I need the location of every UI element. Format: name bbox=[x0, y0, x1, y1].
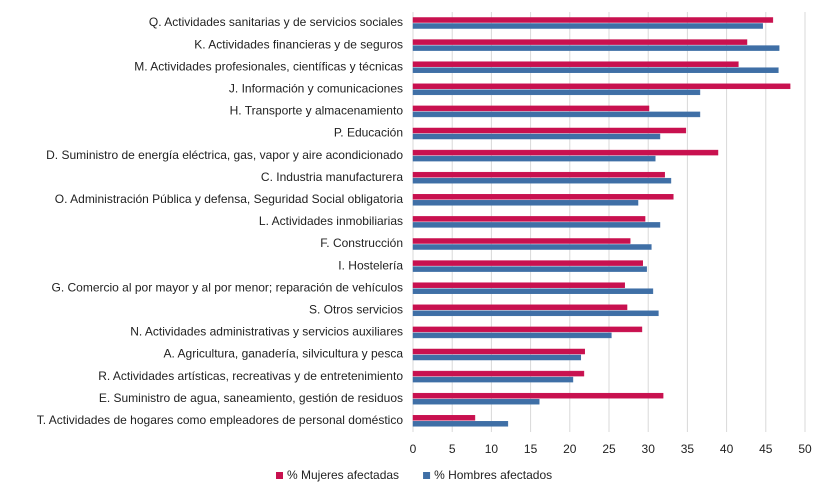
x-tick-label: 0 bbox=[410, 442, 417, 456]
category-label: O. Administración Pública y defensa, Seg… bbox=[55, 192, 404, 206]
bar bbox=[412, 415, 476, 421]
bar bbox=[412, 282, 625, 288]
bar bbox=[412, 238, 631, 244]
x-tick-label: 25 bbox=[602, 442, 616, 456]
x-tick-label: 10 bbox=[485, 442, 499, 456]
bar bbox=[412, 370, 585, 377]
category-label: I. Hostelería bbox=[338, 258, 403, 272]
bar bbox=[412, 348, 585, 355]
category-label: T. Actividades de hogares como empleador… bbox=[37, 413, 404, 427]
bar bbox=[412, 310, 659, 317]
category-label: E. Suministro de agua, saneamiento, gest… bbox=[99, 391, 403, 405]
bar bbox=[412, 23, 763, 29]
bar bbox=[412, 332, 612, 339]
bar bbox=[412, 392, 664, 399]
x-tick-label: 5 bbox=[449, 442, 456, 456]
bar bbox=[412, 39, 748, 45]
bar bbox=[412, 127, 687, 134]
bar bbox=[412, 111, 701, 118]
bar bbox=[412, 216, 646, 222]
bar bbox=[412, 45, 780, 51]
legend-label: % Hombres afectados bbox=[434, 468, 552, 482]
x-tick-label: 50 bbox=[798, 442, 812, 456]
bar bbox=[412, 222, 661, 228]
bar bbox=[412, 149, 719, 156]
bar bbox=[412, 326, 643, 333]
bar bbox=[412, 200, 639, 206]
category-label: R. Actividades artísticas, recreativas y… bbox=[98, 369, 403, 383]
category-label: N. Actividades administrativas y servici… bbox=[130, 325, 403, 339]
bar bbox=[412, 194, 674, 200]
bar bbox=[412, 17, 774, 23]
category-label: M. Actividades profesionales, científica… bbox=[134, 59, 403, 73]
category-label: Q. Actividades sanitarias y de servicios… bbox=[149, 15, 403, 29]
legend-label: % Mujeres afectadas bbox=[287, 468, 399, 482]
bar bbox=[412, 61, 739, 67]
bar bbox=[412, 105, 650, 112]
bar bbox=[412, 89, 701, 96]
bar bbox=[412, 244, 652, 250]
x-tick-label: 15 bbox=[524, 442, 538, 456]
bar bbox=[412, 304, 628, 311]
x-tick-label: 40 bbox=[720, 442, 734, 456]
legend-swatch bbox=[423, 472, 431, 479]
bar bbox=[412, 260, 643, 266]
category-label: C. Industria manufacturera bbox=[261, 170, 403, 184]
category-label: K. Actividades financieras y de seguros bbox=[194, 37, 403, 51]
category-label: G. Comercio al por mayor y al por menor;… bbox=[52, 280, 404, 294]
x-tick-label: 30 bbox=[642, 442, 656, 456]
category-label: L. Actividades inmobiliarias bbox=[259, 214, 403, 228]
category-label: S. Otros servicios bbox=[309, 302, 403, 316]
x-tick-label: 45 bbox=[759, 442, 773, 456]
bar bbox=[412, 177, 672, 184]
bar bbox=[412, 354, 582, 361]
bar bbox=[412, 133, 661, 140]
category-label: F. Construcción bbox=[320, 236, 403, 250]
category-label: A. Agricultura, ganadería, silvicultura … bbox=[164, 347, 404, 361]
bar bbox=[412, 398, 540, 405]
category-label: J. Información y comunicaciones bbox=[229, 81, 403, 95]
bar bbox=[412, 421, 509, 427]
category-label: H. Transporte y almacenamiento bbox=[230, 104, 404, 118]
legend-swatch bbox=[276, 472, 283, 479]
category-label: P. Educación bbox=[334, 126, 403, 140]
category-label: D. Suministro de energía eléctrica, gas,… bbox=[46, 148, 403, 162]
bar bbox=[412, 83, 791, 90]
bar bbox=[412, 376, 574, 383]
bar bbox=[412, 155, 656, 162]
x-tick-label: 35 bbox=[681, 442, 695, 456]
bar bbox=[412, 67, 779, 73]
bar bbox=[412, 288, 654, 294]
bar bbox=[412, 266, 647, 272]
x-tick-label: 20 bbox=[563, 442, 577, 456]
bar bbox=[412, 171, 665, 178]
